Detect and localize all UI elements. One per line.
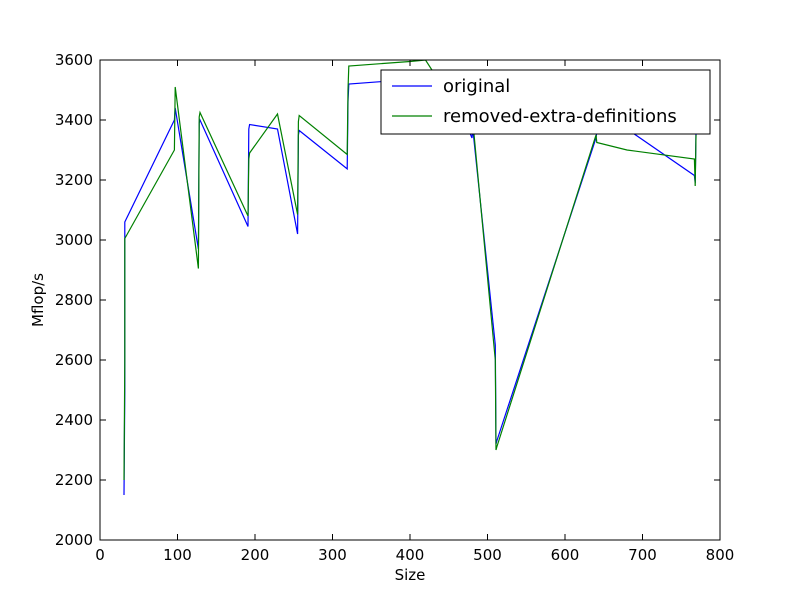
x-tick-label: 700	[628, 546, 657, 564]
legend-label-original: original	[443, 76, 510, 97]
x-tick-label: 400	[396, 546, 425, 564]
legend-label-removed-extra-definitions: removed-extra-definitions	[443, 106, 677, 127]
legend: original removed-extra-definitions	[380, 69, 711, 135]
x-tick-label: 800	[706, 546, 735, 564]
x-tick-label: 600	[551, 546, 580, 564]
series-layer	[123, 60, 697, 496]
y-tick-label: 3000	[55, 231, 93, 249]
x-tick-label: 100	[163, 546, 192, 564]
y-axis-label: Mflop/s	[29, 273, 47, 327]
y-tick-label: 3600	[55, 51, 93, 69]
y-tick-label: 2600	[55, 351, 93, 369]
y-tick-label: 2000	[55, 531, 93, 549]
y-tick-label: 2400	[55, 411, 93, 429]
x-tick-label: 0	[95, 546, 105, 564]
x-tick-label: 200	[241, 546, 270, 564]
y-tick-label: 2800	[55, 291, 93, 309]
x-tick-label: 500	[473, 546, 502, 564]
x-axis-label: Size	[395, 566, 426, 584]
ticks-layer: 0 100 200 300 400 500 600 700 800 2000 2200 2400 260…	[55, 51, 735, 564]
y-tick-label: 3400	[55, 111, 93, 129]
x-tick-label: 300	[318, 546, 347, 564]
legend-box	[380, 69, 711, 135]
y-tick-label: 2200	[55, 471, 93, 489]
series-line-1	[123, 60, 697, 481]
y-tick-label: 3200	[55, 171, 93, 189]
